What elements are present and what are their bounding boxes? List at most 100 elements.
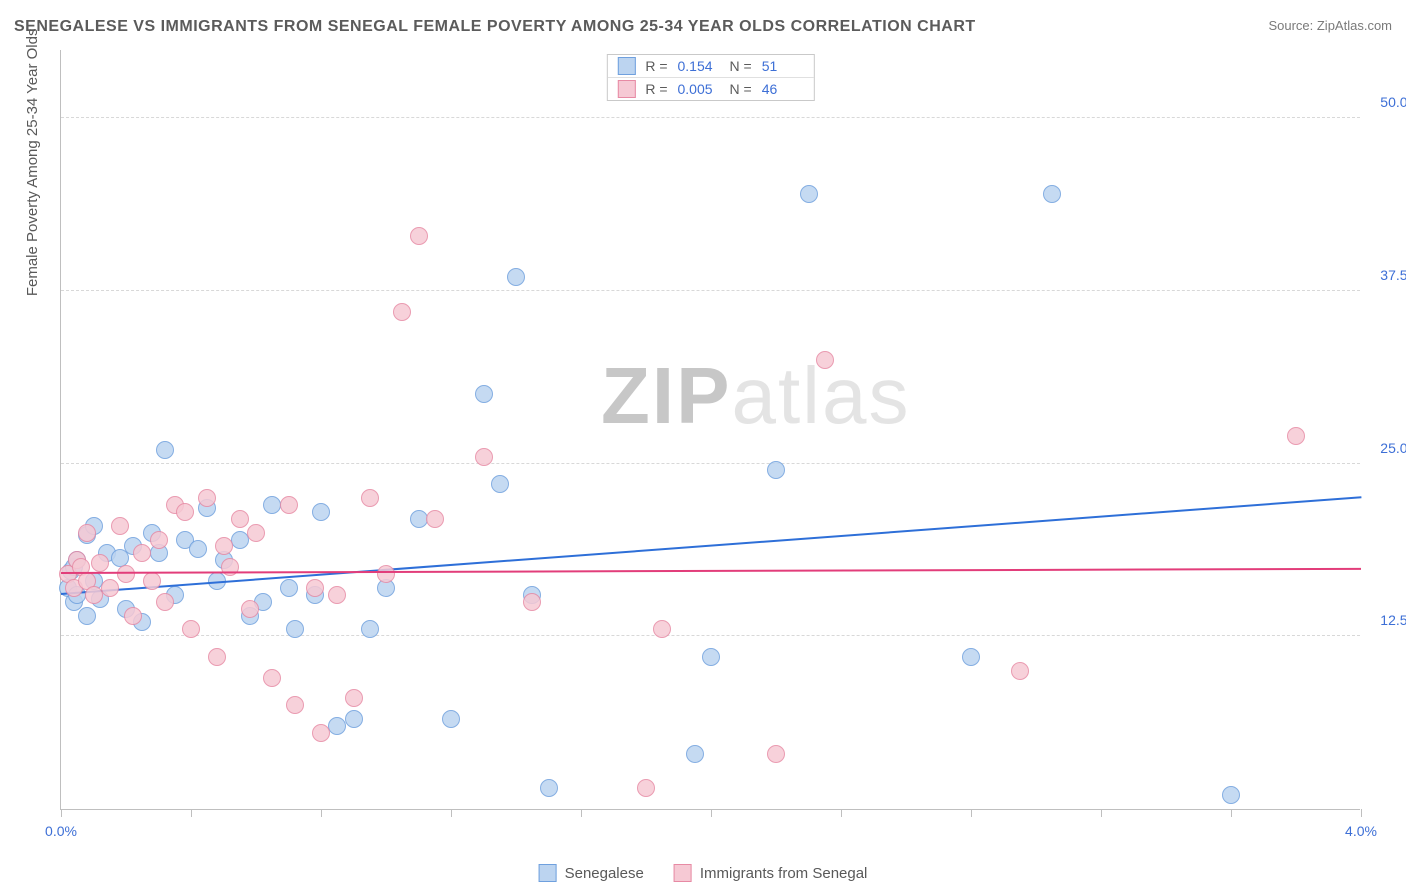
gridline bbox=[61, 635, 1360, 636]
data-point-immigrants bbox=[176, 503, 194, 521]
data-point-immigrants bbox=[156, 593, 174, 611]
x-tick bbox=[1231, 809, 1232, 817]
data-point-immigrants bbox=[410, 227, 428, 245]
legend-label: Senegalese bbox=[565, 865, 644, 882]
data-point-immigrants bbox=[208, 648, 226, 666]
data-point-immigrants bbox=[263, 669, 281, 687]
data-point-senegalese bbox=[312, 503, 330, 521]
y-tick-label: 12.5% bbox=[1365, 612, 1406, 628]
data-point-immigrants bbox=[280, 496, 298, 514]
scatter-plot: ZIPatlas R =0.154N =51R =0.005N =46 12.5… bbox=[60, 50, 1360, 810]
trend-line-senegalese bbox=[61, 496, 1361, 595]
data-point-immigrants bbox=[361, 489, 379, 507]
data-point-senegalese bbox=[962, 648, 980, 666]
swatch-senegalese bbox=[617, 57, 635, 75]
stats-legend: R = 0.154 N = 51 R = 0.005 N = 46 bbox=[606, 54, 814, 101]
x-tick bbox=[191, 809, 192, 817]
data-point-senegalese bbox=[767, 461, 785, 479]
n-label: N = bbox=[730, 81, 752, 97]
x-tick bbox=[321, 809, 322, 817]
data-point-immigrants bbox=[117, 565, 135, 583]
x-tick bbox=[711, 809, 712, 817]
n-label: N = bbox=[730, 58, 752, 74]
gridline bbox=[61, 290, 1360, 291]
data-point-immigrants bbox=[426, 510, 444, 528]
legend-swatch-immigrants bbox=[674, 864, 692, 882]
y-tick-label: 25.0% bbox=[1365, 440, 1406, 456]
gridline bbox=[61, 117, 1360, 118]
n-value: 46 bbox=[762, 81, 804, 97]
source-label: Source: ZipAtlas.com bbox=[1268, 18, 1392, 33]
data-point-senegalese bbox=[361, 620, 379, 638]
r-label: R = bbox=[645, 81, 667, 97]
data-point-immigrants bbox=[101, 579, 119, 597]
legend-swatch-senegalese bbox=[539, 864, 557, 882]
data-point-immigrants bbox=[523, 593, 541, 611]
data-point-senegalese bbox=[702, 648, 720, 666]
data-point-immigrants bbox=[328, 586, 346, 604]
trend-line-immigrants bbox=[61, 568, 1361, 574]
x-tick bbox=[1101, 809, 1102, 817]
legend-label: Immigrants from Senegal bbox=[700, 865, 868, 882]
chart-title: SENEGALESE VS IMMIGRANTS FROM SENEGAL FE… bbox=[14, 18, 976, 36]
data-point-immigrants bbox=[221, 558, 239, 576]
data-point-senegalese bbox=[491, 475, 509, 493]
data-point-senegalese bbox=[686, 745, 704, 763]
data-point-senegalese bbox=[442, 710, 460, 728]
x-tick bbox=[61, 809, 62, 817]
legend-item-immigrants: Immigrants from Senegal bbox=[674, 864, 868, 882]
x-tick bbox=[451, 809, 452, 817]
watermark-zip: ZIP bbox=[601, 351, 731, 440]
data-point-immigrants bbox=[133, 544, 151, 562]
data-point-senegalese bbox=[475, 385, 493, 403]
data-point-immigrants bbox=[393, 303, 411, 321]
x-tick bbox=[581, 809, 582, 817]
y-axis-title: Female Poverty Among 25-34 Year Olds bbox=[24, 29, 41, 297]
y-tick-label: 37.5% bbox=[1365, 267, 1406, 283]
n-value: 51 bbox=[762, 58, 804, 74]
r-value: 0.005 bbox=[678, 81, 720, 97]
r-value: 0.154 bbox=[678, 58, 720, 74]
data-point-immigrants bbox=[182, 620, 200, 638]
legend-item-senegalese: Senegalese bbox=[539, 864, 644, 882]
x-tick bbox=[841, 809, 842, 817]
data-point-immigrants bbox=[241, 600, 259, 618]
data-point-immigrants bbox=[198, 489, 216, 507]
y-tick-label: 50.0% bbox=[1365, 94, 1406, 110]
data-point-senegalese bbox=[345, 710, 363, 728]
data-point-senegalese bbox=[800, 185, 818, 203]
data-point-immigrants bbox=[150, 531, 168, 549]
data-point-senegalese bbox=[78, 607, 96, 625]
data-point-senegalese bbox=[540, 779, 558, 797]
data-point-immigrants bbox=[215, 537, 233, 555]
data-point-immigrants bbox=[286, 696, 304, 714]
data-point-immigrants bbox=[475, 448, 493, 466]
data-point-immigrants bbox=[78, 524, 96, 542]
data-point-immigrants bbox=[306, 579, 324, 597]
data-point-immigrants bbox=[1287, 427, 1305, 445]
data-point-immigrants bbox=[111, 517, 129, 535]
x-tick-label: 0.0% bbox=[45, 823, 77, 839]
data-point-immigrants bbox=[91, 554, 109, 572]
gridline bbox=[61, 463, 1360, 464]
data-point-immigrants bbox=[124, 607, 142, 625]
data-point-senegalese bbox=[156, 441, 174, 459]
data-point-senegalese bbox=[189, 540, 207, 558]
data-point-immigrants bbox=[816, 351, 834, 369]
stats-row-senegalese: R = 0.154 N = 51 bbox=[607, 55, 813, 77]
data-point-immigrants bbox=[1011, 662, 1029, 680]
data-point-immigrants bbox=[345, 689, 363, 707]
x-tick bbox=[1361, 809, 1362, 817]
x-tick-label: 4.0% bbox=[1345, 823, 1377, 839]
data-point-senegalese bbox=[1222, 786, 1240, 804]
swatch-immigrants bbox=[617, 80, 635, 98]
data-point-immigrants bbox=[653, 620, 671, 638]
data-point-immigrants bbox=[637, 779, 655, 797]
data-point-immigrants bbox=[312, 724, 330, 742]
data-point-immigrants bbox=[231, 510, 249, 528]
data-point-senegalese bbox=[1043, 185, 1061, 203]
x-tick bbox=[971, 809, 972, 817]
data-point-immigrants bbox=[767, 745, 785, 763]
data-point-immigrants bbox=[377, 565, 395, 583]
r-label: R = bbox=[645, 58, 667, 74]
